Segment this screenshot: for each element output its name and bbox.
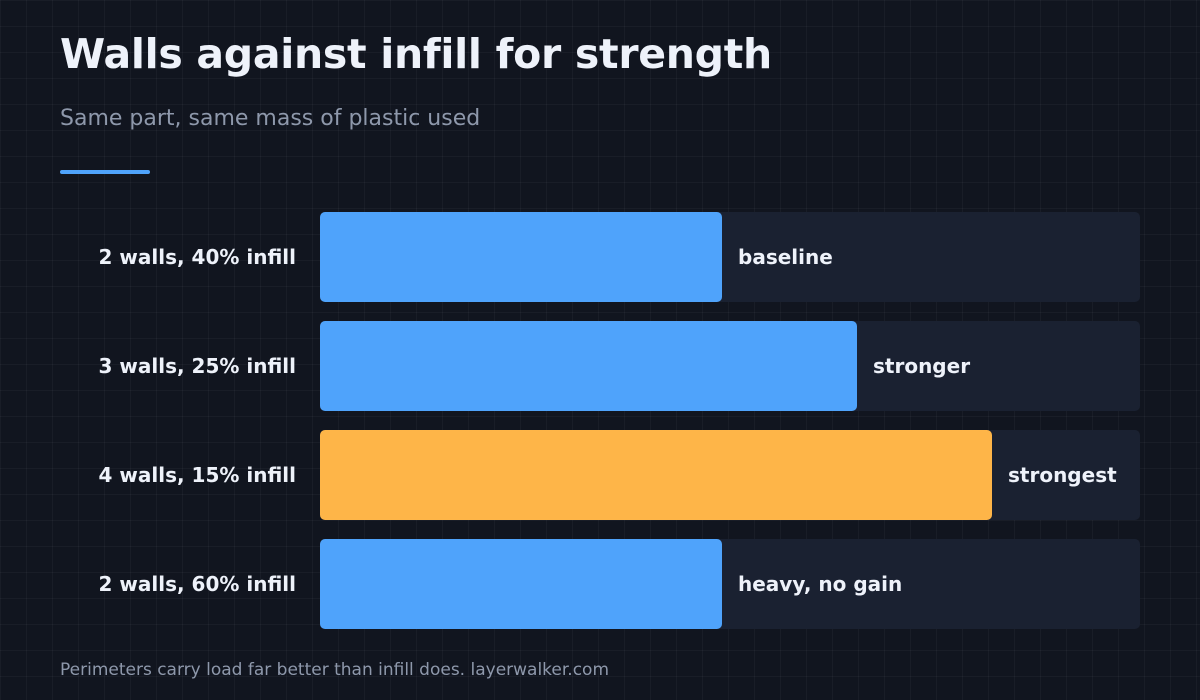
chart-title: Walls against infill for strength [60,30,772,78]
category-label: 2 walls, 40% infill [98,245,297,269]
bar-value-label: baseline [738,245,833,269]
category-label: 2 walls, 60% infill [98,572,297,596]
bar-track: baseline [320,212,1140,302]
category-label: 3 walls, 25% infill [98,354,297,378]
bar [320,321,857,411]
bar-value-label: heavy, no gain [738,572,903,596]
bar-value-label: strongest [1008,463,1117,487]
accent-divider [60,170,150,174]
bar [320,539,722,629]
bar [320,212,722,302]
bar-row: 2 walls, 40% infill baseline [0,212,1200,302]
bar-value-label: stronger [873,354,971,378]
bar-row: 3 walls, 25% infill stronger [0,321,1200,411]
chart-subtitle: Same part, same mass of plastic used [60,106,481,131]
footer-note: Perimeters carry load far better than in… [60,660,610,680]
bar-row: 4 walls, 15% infill strongest [0,430,1200,520]
bar-track: heavy, no gain [320,539,1140,629]
bar-row: 2 walls, 60% infill heavy, no gain [0,539,1200,629]
bar-track: stronger [320,321,1140,411]
category-label: 4 walls, 15% infill [98,463,297,487]
bar-track: strongest [320,430,1140,520]
bar [320,430,992,520]
